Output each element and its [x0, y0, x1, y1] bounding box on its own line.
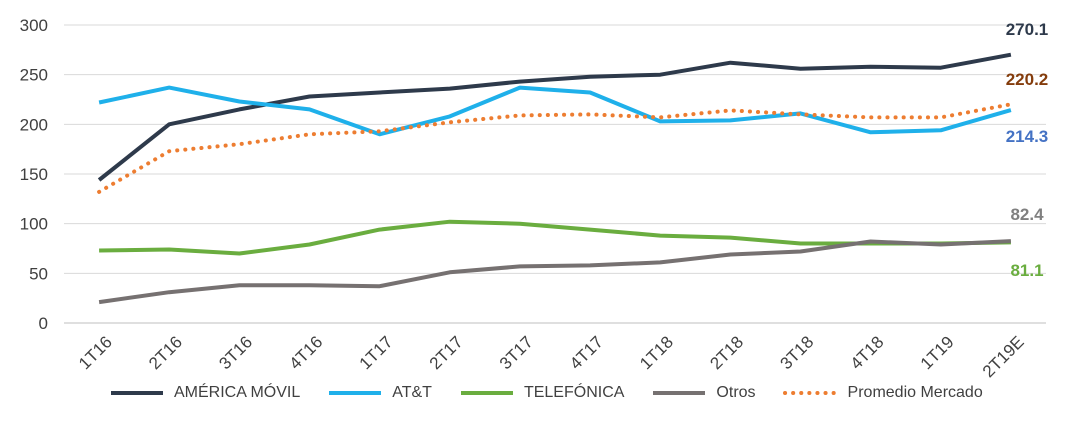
gridlines: [64, 24, 1046, 324]
x-tick-label: 1T19: [917, 332, 958, 373]
y-tick-label: 150: [20, 165, 48, 184]
x-tick-label: 3T16: [215, 332, 256, 373]
legend-label: TELEFÓNICA: [523, 384, 625, 401]
legend-label: AT&T: [392, 384, 432, 401]
legend-item: TELEFÓNICA: [458, 384, 624, 402]
y-tick-label: 0: [39, 314, 48, 333]
x-tick-label: 2T16: [145, 332, 186, 373]
y-tick-label: 200: [20, 115, 48, 134]
end-data-label: 220.2: [1006, 70, 1049, 89]
series-lines: [97, 52, 1013, 305]
y-tick-label: 100: [20, 215, 48, 234]
end-data-label: 81.1: [1010, 261, 1043, 280]
legend-label: Promedio Mercado: [847, 384, 983, 401]
series-line: [98, 85, 1012, 137]
series-line: [99, 219, 1011, 256]
legend-item: Otros: [650, 384, 756, 402]
end-data-label: 270.1: [1006, 20, 1049, 39]
y-tick-label: 50: [29, 264, 48, 283]
series-line: [97, 102, 1013, 194]
x-axis-ticks: 1T16 2T16 3T16 4T16 1T17 2T17 3T17 4T17 1T18 2T18…: [75, 332, 1028, 381]
y-tick-label: 250: [20, 66, 48, 85]
x-tick-label: 3T18: [776, 332, 817, 373]
data-labels: 270.1 214.3 81.1 82.4 220.2: [1006, 20, 1049, 280]
x-tick-label: 2T17: [426, 332, 467, 373]
series-line: [98, 239, 1011, 305]
x-tick-label: 1T17: [356, 332, 397, 373]
series-line: [97, 52, 1012, 182]
x-tick-label: 3T17: [496, 332, 537, 373]
x-tick-label: 1T18: [636, 332, 677, 373]
legend-swatch: [653, 391, 706, 395]
end-data-label: 82.4: [1010, 205, 1044, 224]
x-tick-label: 1T16: [75, 332, 116, 373]
legend-swatch: [460, 391, 513, 395]
end-data-label: 214.3: [1006, 127, 1049, 146]
legend-item: AMÉRICA MÓVIL: [108, 384, 300, 402]
y-tick-label: 300: [20, 16, 48, 35]
y-axis-ticks: 300 250 200 150 100 50 0: [20, 16, 48, 333]
x-tick-label: 4T17: [566, 332, 607, 373]
legend-label: Otros: [716, 384, 756, 401]
legend-swatch: [782, 391, 839, 395]
x-tick-label: 4T16: [285, 332, 326, 373]
x-tick-label: 4T18: [847, 332, 888, 373]
legend-item: AT&T: [326, 384, 432, 402]
legend: AMÉRICA MÓVIL AT&T TELEFÓNICA Otros Promedio…: [108, 384, 1009, 402]
x-tick-label: 2T18: [706, 332, 747, 373]
x-tick-label: 2T19E: [979, 332, 1028, 381]
legend-swatch: [111, 391, 163, 395]
legend-swatch: [329, 391, 382, 395]
legend-item: Promedio Mercado: [782, 384, 983, 402]
legend-label: AMÉRICA MÓVIL: [174, 384, 301, 401]
